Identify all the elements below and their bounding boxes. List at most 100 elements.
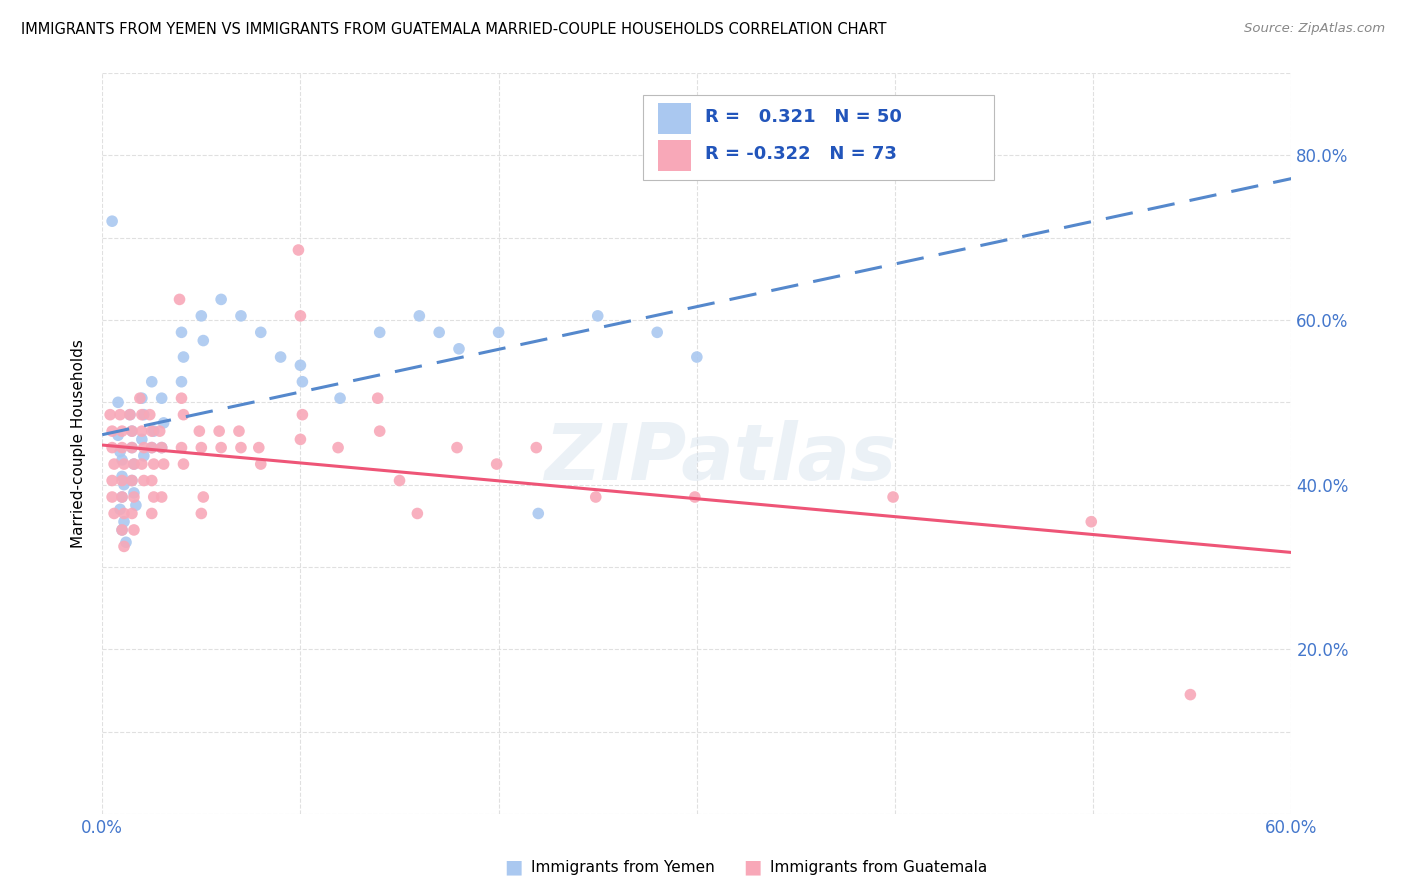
Point — [132, 474, 155, 488]
Point — [406, 507, 429, 521]
Point — [172, 457, 194, 471]
Point — [170, 326, 193, 340]
Point — [142, 490, 165, 504]
Point — [152, 416, 174, 430]
Point — [388, 474, 411, 488]
Point — [170, 441, 193, 455]
Point — [150, 441, 173, 455]
Point — [122, 486, 145, 500]
Point — [249, 457, 271, 471]
FancyBboxPatch shape — [658, 140, 690, 170]
Point — [112, 507, 135, 521]
Point — [150, 490, 173, 504]
Text: Immigrants from Yemen: Immigrants from Yemen — [531, 860, 716, 874]
Point — [101, 441, 124, 455]
Point — [111, 424, 134, 438]
Point — [190, 441, 212, 455]
Point — [128, 391, 150, 405]
Point — [142, 457, 165, 471]
Point — [139, 408, 162, 422]
Point — [170, 375, 193, 389]
Point — [188, 424, 211, 438]
Point — [209, 293, 232, 307]
Point — [98, 408, 121, 422]
Y-axis label: Married-couple Households: Married-couple Households — [72, 339, 86, 548]
Point — [149, 424, 172, 438]
Point — [111, 490, 134, 504]
Point — [427, 326, 450, 340]
Point — [586, 309, 609, 323]
Point — [368, 326, 391, 340]
Point — [368, 424, 391, 438]
Point — [122, 457, 145, 471]
Point — [131, 457, 153, 471]
Point — [249, 326, 271, 340]
Point — [131, 424, 153, 438]
FancyBboxPatch shape — [658, 103, 690, 134]
Point — [108, 502, 131, 516]
Point — [121, 424, 143, 438]
Point — [118, 408, 141, 422]
Text: ■: ■ — [503, 857, 523, 877]
Point — [141, 507, 163, 521]
Text: Immigrants from Guatemala: Immigrants from Guatemala — [770, 860, 988, 874]
Point — [111, 474, 134, 488]
Point — [228, 424, 250, 438]
Point — [132, 441, 155, 455]
Point — [190, 507, 212, 521]
Point — [112, 540, 135, 554]
Point — [122, 490, 145, 504]
Point — [121, 441, 143, 455]
Point — [111, 523, 134, 537]
Point — [193, 334, 215, 348]
Point — [131, 433, 153, 447]
Point — [290, 433, 312, 447]
Point — [488, 326, 510, 340]
Point — [172, 350, 194, 364]
Point — [645, 326, 668, 340]
Point — [111, 441, 134, 455]
Point — [209, 441, 232, 455]
Point — [107, 428, 129, 442]
Point — [112, 457, 135, 471]
Point — [125, 498, 148, 512]
Point — [527, 507, 550, 521]
Point — [131, 408, 153, 422]
Point — [447, 342, 470, 356]
Point — [290, 309, 312, 323]
Point — [112, 477, 135, 491]
Point — [142, 424, 165, 438]
Point — [132, 408, 155, 422]
Point — [287, 243, 309, 257]
Point — [326, 441, 349, 455]
Point — [193, 490, 215, 504]
Point — [103, 457, 125, 471]
Point — [112, 515, 135, 529]
Text: ZIPatlas: ZIPatlas — [544, 420, 897, 496]
Point — [882, 490, 904, 504]
Point — [190, 309, 212, 323]
Point — [367, 391, 389, 405]
Text: R =   0.321   N = 50: R = 0.321 N = 50 — [706, 109, 903, 127]
Point — [122, 523, 145, 537]
Text: ■: ■ — [742, 857, 762, 877]
Point — [485, 457, 508, 471]
Point — [141, 441, 163, 455]
Point — [408, 309, 430, 323]
Point — [107, 395, 129, 409]
Point — [208, 424, 231, 438]
Point — [118, 408, 141, 422]
Point — [111, 453, 134, 467]
Point — [247, 441, 270, 455]
Point — [101, 490, 124, 504]
Point — [101, 424, 124, 438]
Text: IMMIGRANTS FROM YEMEN VS IMMIGRANTS FROM GUATEMALA MARRIED-COUPLE HOUSEHOLDS COR: IMMIGRANTS FROM YEMEN VS IMMIGRANTS FROM… — [21, 22, 887, 37]
Point — [169, 293, 191, 307]
Point — [101, 214, 124, 228]
Point — [329, 391, 352, 405]
Point — [141, 441, 163, 455]
Point — [524, 441, 547, 455]
Point — [1080, 515, 1102, 529]
Point — [446, 441, 468, 455]
Point — [141, 474, 163, 488]
